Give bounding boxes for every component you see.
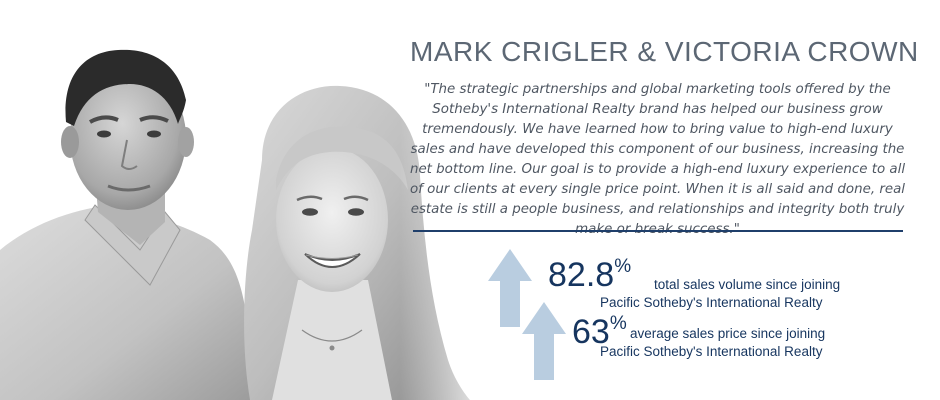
up-arrow-icon	[522, 302, 566, 385]
stat-unit: %	[614, 256, 632, 277]
divider-line	[413, 230, 903, 232]
stat-value: 63	[572, 313, 610, 351]
stat-value: 82.8	[548, 256, 615, 294]
stat-description: total sales volume since joining	[654, 277, 841, 292]
stat-company: Pacific Sotheby's International Realty	[600, 295, 823, 310]
stat-company: Pacific Sotheby's International Realty	[600, 344, 823, 359]
testimonial-quote: "The strategic partnerships and global m…	[409, 82, 906, 237]
agents-names-heading: MARK CRIGLER & VICTORIA CROWN	[410, 36, 919, 67]
stat-sales-price: 63% average sales price since joining Pa…	[572, 313, 825, 359]
stat-description: average sales price since joining	[630, 326, 826, 341]
up-arrow-icon	[488, 249, 532, 332]
agents-photo	[0, 0, 500, 400]
stat-unit: %	[609, 313, 627, 334]
stat-sales-volume: 82.8% total sales volume since joining P…	[548, 256, 840, 310]
